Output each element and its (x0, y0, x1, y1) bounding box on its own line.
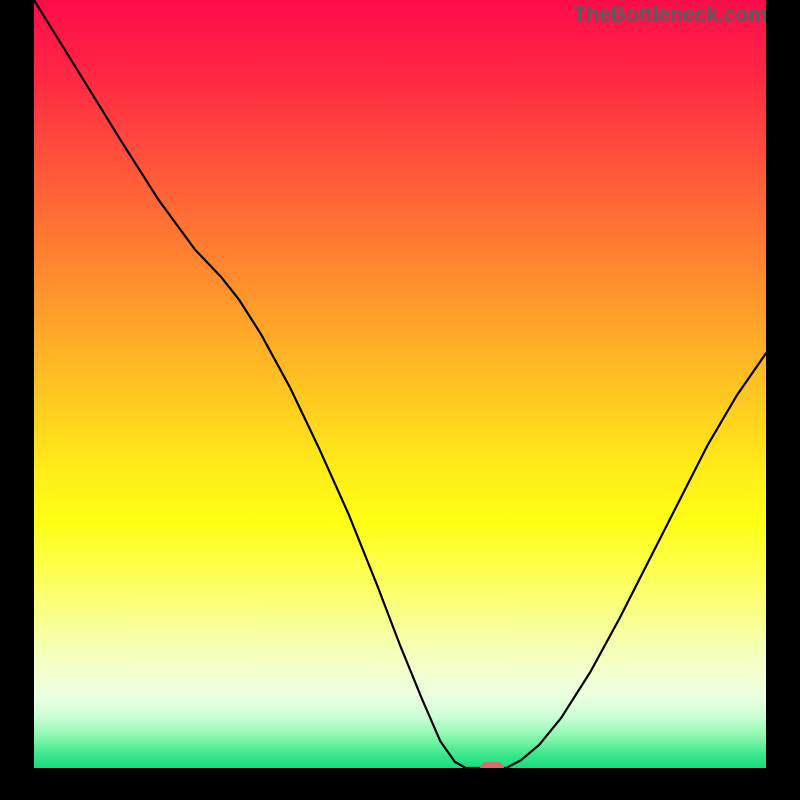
axis-bottom-border (0, 768, 800, 800)
plot-area (34, 0, 766, 768)
axis-left-border (0, 0, 34, 800)
watermark-text: TheBottleneck.com (573, 3, 767, 27)
bottleneck-chart: TheBottleneck.com (0, 0, 800, 800)
curve-path (34, 0, 766, 768)
axis-right-border (766, 0, 800, 800)
bottleneck-curve (34, 0, 766, 768)
